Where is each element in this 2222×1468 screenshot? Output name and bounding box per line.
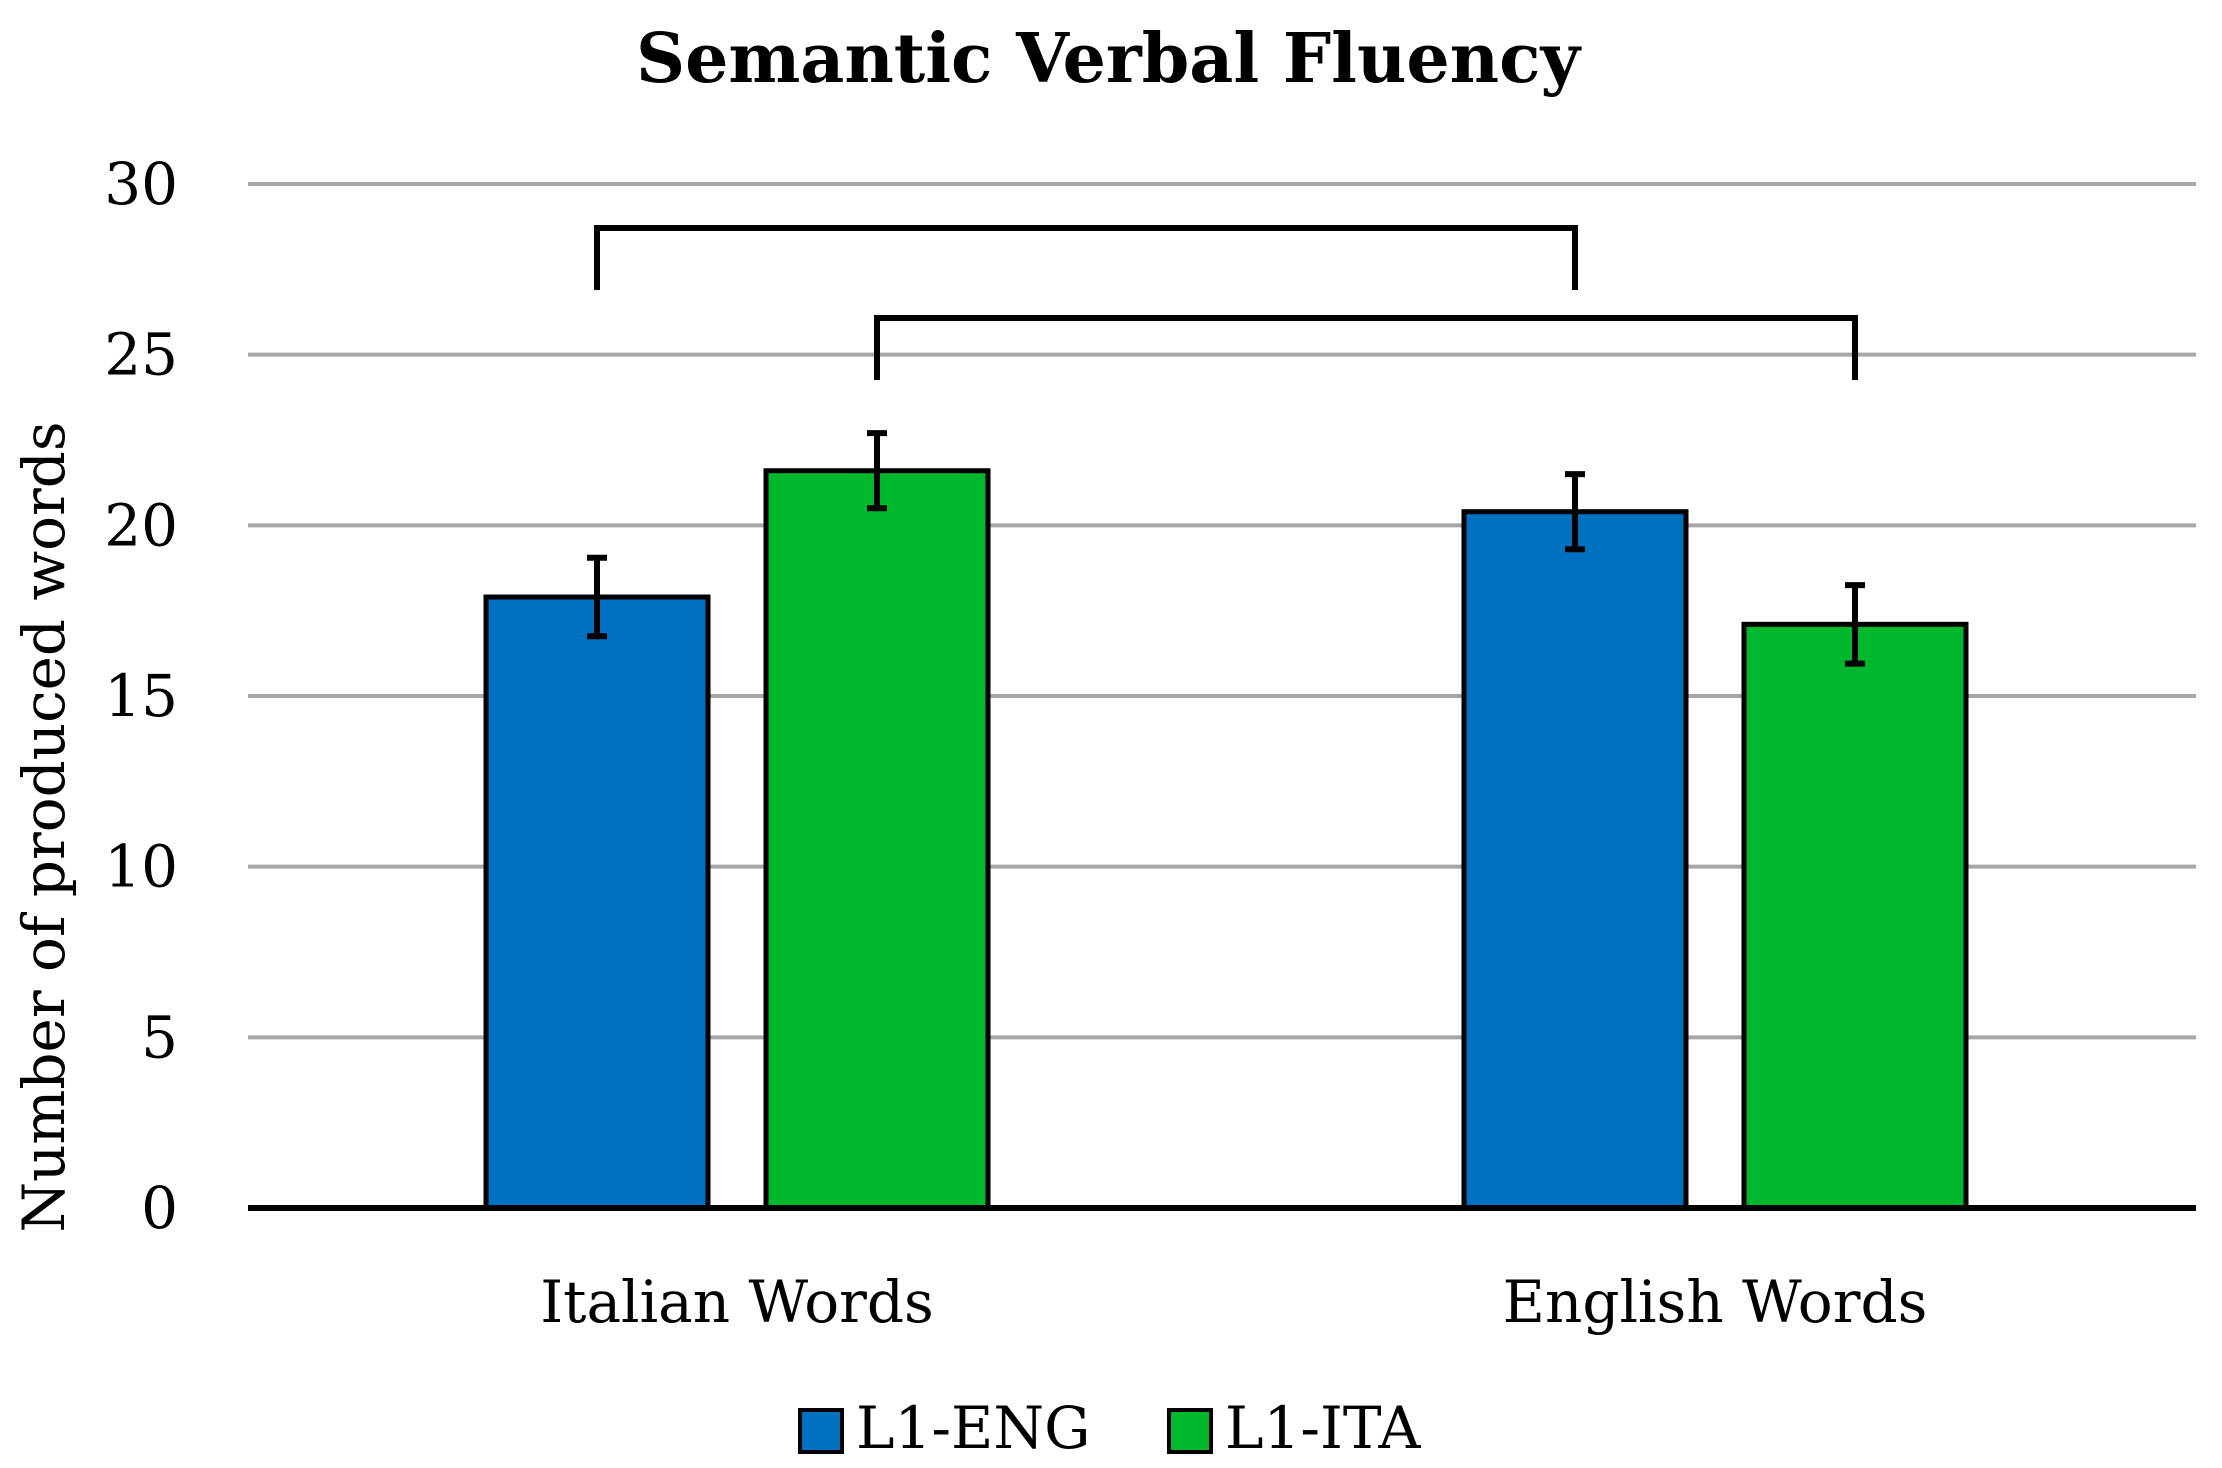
y-tick-label: 25 <box>104 321 178 389</box>
error-bar <box>867 430 887 512</box>
bar-l1-eng-1 <box>1461 509 1689 1211</box>
y-tick-labels: 0 5 10 15 20 25 30 <box>104 150 178 1242</box>
y-tick-label: 0 <box>141 1174 178 1242</box>
y-tick-label: 15 <box>104 662 178 730</box>
significance-brackets <box>594 225 1858 380</box>
y-tick-label: 5 <box>141 1003 178 1071</box>
legend-item: L1-ITA <box>1167 1394 1421 1462</box>
bar-l1-ita-0 <box>763 468 991 1211</box>
y-axis-label: Number of produced words <box>10 421 78 1232</box>
category-label: English Words <box>1503 1268 1928 1336</box>
error-bar <box>1845 582 1865 667</box>
legend: L1-ENG L1-ITA <box>798 1394 1421 1462</box>
chart-title: Semantic Verbal Fluency <box>636 19 1583 99</box>
error-bar <box>587 554 607 640</box>
bar-l1-ita-1 <box>1741 621 1969 1211</box>
bar-l1-eng-0 <box>483 594 711 1211</box>
legend-label: L1-ENG <box>856 1394 1090 1462</box>
legend-label: L1-ITA <box>1225 1394 1421 1462</box>
error-bar <box>1565 471 1585 553</box>
category-labels: Italian Words English Words <box>540 1268 1927 1336</box>
category-label: Italian Words <box>540 1268 933 1336</box>
y-tick-label: 20 <box>104 491 178 559</box>
legend-item: L1-ENG <box>798 1394 1090 1462</box>
y-tick-label: 10 <box>104 833 178 901</box>
error-bars <box>587 430 1865 667</box>
significance-bracket <box>874 315 1858 380</box>
legend-swatch <box>798 1408 844 1454</box>
legend-swatch <box>1167 1408 1213 1454</box>
bars <box>483 468 1969 1211</box>
significance-bracket <box>594 225 1578 290</box>
y-tick-label: 30 <box>104 150 178 218</box>
